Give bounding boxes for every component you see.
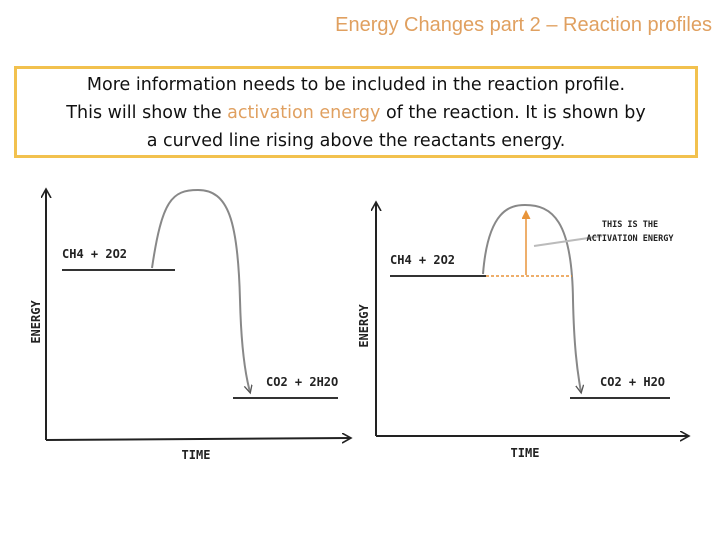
right-energy-curve	[482, 203, 581, 392]
info-box: More information needs to be included in…	[14, 66, 698, 158]
left-profile: ENERGY TIME CH4 + 2O2 CO2 + 2H2O	[29, 190, 350, 462]
activation-energy-highlight: activation energy	[227, 103, 381, 123]
page-title: Energy Changes part 2 – Reaction profile…	[335, 14, 712, 36]
left-reactants-label: CH4 + 2O2	[62, 247, 127, 261]
activation-energy-pointer	[533, 235, 603, 247]
info-line-3: a curved line rising above the reactants…	[146, 131, 566, 151]
info-line-2-post: of the reaction. It is shown by	[380, 103, 646, 123]
info-line-1: More information needs to be included in…	[86, 75, 626, 95]
left-energy-label: ENERGY	[29, 300, 43, 344]
info-line-2: This will show the activation energy of …	[17, 99, 695, 127]
right-profile: THIS IS THE ACTIVATION ENERGY ENERGY TIM…	[357, 203, 688, 460]
right-products-label: CO2 + H2O	[600, 375, 665, 389]
activation-annotation-line-1: THIS IS THE	[602, 220, 658, 230]
left-x-axis	[45, 438, 350, 440]
right-reactants-label: CH4 + 2O2	[390, 253, 455, 267]
info-line-2-pre: This will show the	[66, 103, 228, 123]
left-products-label: CO2 + 2H2O	[266, 375, 338, 389]
right-time-label: TIME	[511, 446, 540, 460]
left-energy-curve	[151, 188, 250, 392]
right-energy-label: ENERGY	[357, 304, 371, 348]
left-time-label: TIME	[182, 448, 211, 462]
activation-annotation-line-2: ACTIVATION ENERGY	[587, 234, 675, 244]
